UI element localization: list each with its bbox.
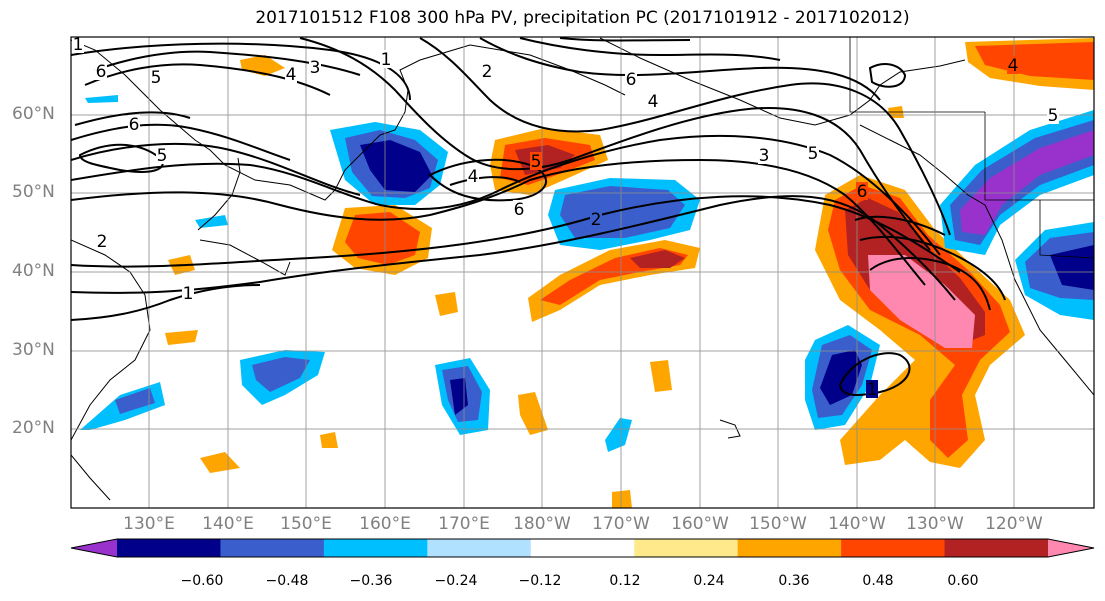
precip-blob-positive (612, 490, 632, 508)
precip-blob-positive (975, 42, 1094, 80)
colorbar-cell (117, 539, 221, 557)
lat-label-40n: 40°N (12, 261, 55, 281)
colorbar-label: −0.60 (180, 573, 224, 589)
lon-label: 160°W (671, 514, 729, 534)
colorbar-label: 0.12 (609, 573, 641, 589)
precip-blob-negative (360, 140, 432, 192)
colorbar-label: −0.36 (349, 573, 393, 589)
lon-label: 140°W (828, 514, 886, 534)
colorbar-cell (530, 539, 635, 557)
pv-contour-label: 1 (381, 50, 392, 70)
precip-blob-positive (518, 392, 548, 435)
colorbar-label: −0.24 (434, 573, 478, 589)
pv-contour-label: 5 (808, 144, 819, 164)
pv-contour-labels: 1 6 5 4 3 1 2 6 4 6 5 2 4 5 6 3 5 6 2 1 … (72, 35, 1059, 400)
figure-title: 2017101512 F108 300 hPa PV, precipitatio… (255, 8, 910, 28)
lon-label: 140°E (202, 514, 254, 534)
colorbar-cell (841, 539, 946, 557)
political-borders (849, 37, 1094, 259)
precip-blob-positive (630, 250, 685, 268)
pv-contour-label: 1 (183, 284, 194, 304)
colorbar-cells (71, 539, 1094, 557)
lon-label: 150°W (749, 514, 807, 534)
colorbar-label: 0.36 (778, 573, 810, 589)
lon-label: 130°W (906, 514, 964, 534)
lon-label: 150°E (280, 514, 332, 534)
pv-contour-label: 2 (97, 232, 108, 252)
pv-contour-label: 6 (626, 70, 637, 90)
lat-label-60n: 60°N (12, 104, 55, 124)
pv-contour-label: 1 (73, 35, 84, 55)
graticule (71, 37, 1094, 508)
lon-label: 160°E (359, 514, 411, 534)
colorbar-outline (70, 538, 1095, 558)
pv-contour-label: 5 (151, 68, 162, 88)
colorbar-label: 0.48 (862, 573, 894, 589)
pv-contour-label: 2 (591, 210, 602, 230)
pv-contour-label: 6 (129, 115, 140, 135)
map-panel: 1 6 5 4 3 1 2 6 4 6 5 2 4 5 6 3 5 6 2 1 … (70, 35, 1095, 509)
lat-label-50n: 50°N (12, 182, 55, 202)
pv-contour-label: 4 (1008, 56, 1019, 76)
colorbar-cell (427, 539, 532, 557)
pv-contour-label: 6 (857, 182, 868, 202)
lon-label: 170°E (438, 514, 490, 534)
pv-contour-label: 4 (468, 167, 479, 187)
colorbar-cell (944, 539, 1049, 557)
pv-contour-label: 1 (867, 380, 878, 400)
lon-label: 180°W (513, 514, 571, 534)
pv-contour-label: 6 (514, 200, 525, 220)
precip-blob-positive (650, 360, 672, 392)
lat-label-30n: 30°N (12, 340, 55, 360)
lon-label: 130°E (123, 514, 175, 534)
precip-blob-negative (960, 130, 1094, 235)
pv-contour-label: 4 (648, 92, 659, 112)
precip-blob-positive (320, 432, 338, 448)
pv-contour-label: 4 (286, 65, 297, 85)
precip-blob-positive (868, 255, 975, 348)
precip-blob-negative (85, 95, 118, 103)
lon-label: 170°W (592, 514, 650, 534)
pv-contours (71, 37, 1006, 396)
pv-contour-label: 3 (310, 58, 321, 78)
precip-blob-positive (435, 292, 458, 316)
precip-blob-negative (252, 357, 310, 392)
precip-blob-positive (165, 330, 198, 345)
colorbar-label: 0.60 (947, 573, 979, 589)
colorbar-cell (737, 539, 842, 557)
precip-blob-negative (605, 418, 632, 452)
colorbar-cell (634, 539, 739, 557)
precip-blob-negative (115, 388, 155, 414)
pv-contour-label: 5 (157, 146, 168, 166)
colorbar-cell (220, 539, 325, 557)
colorbar (70, 538, 1095, 558)
map-frame (70, 36, 1095, 509)
colorbar-label: −0.12 (518, 573, 562, 589)
pv-contour-label: 5 (531, 152, 542, 172)
pv-contour-label: 5 (1048, 106, 1059, 126)
colorbar-label: 0.24 (693, 573, 725, 589)
lat-label-20n: 20°N (12, 418, 55, 438)
colorbar-cell (323, 539, 428, 557)
colorbar-label: −0.48 (265, 573, 309, 589)
pv-contour-label: 2 (482, 62, 493, 82)
pv-contour-label: 6 (96, 62, 107, 82)
precip-blob-negative (820, 350, 862, 405)
colorbar-extend-high (1048, 539, 1094, 557)
colorbar-extend-low (71, 539, 117, 557)
precip-blob-positive (200, 452, 240, 473)
lon-label: 120°W (985, 514, 1043, 534)
pv-contour-label: 3 (759, 146, 770, 166)
